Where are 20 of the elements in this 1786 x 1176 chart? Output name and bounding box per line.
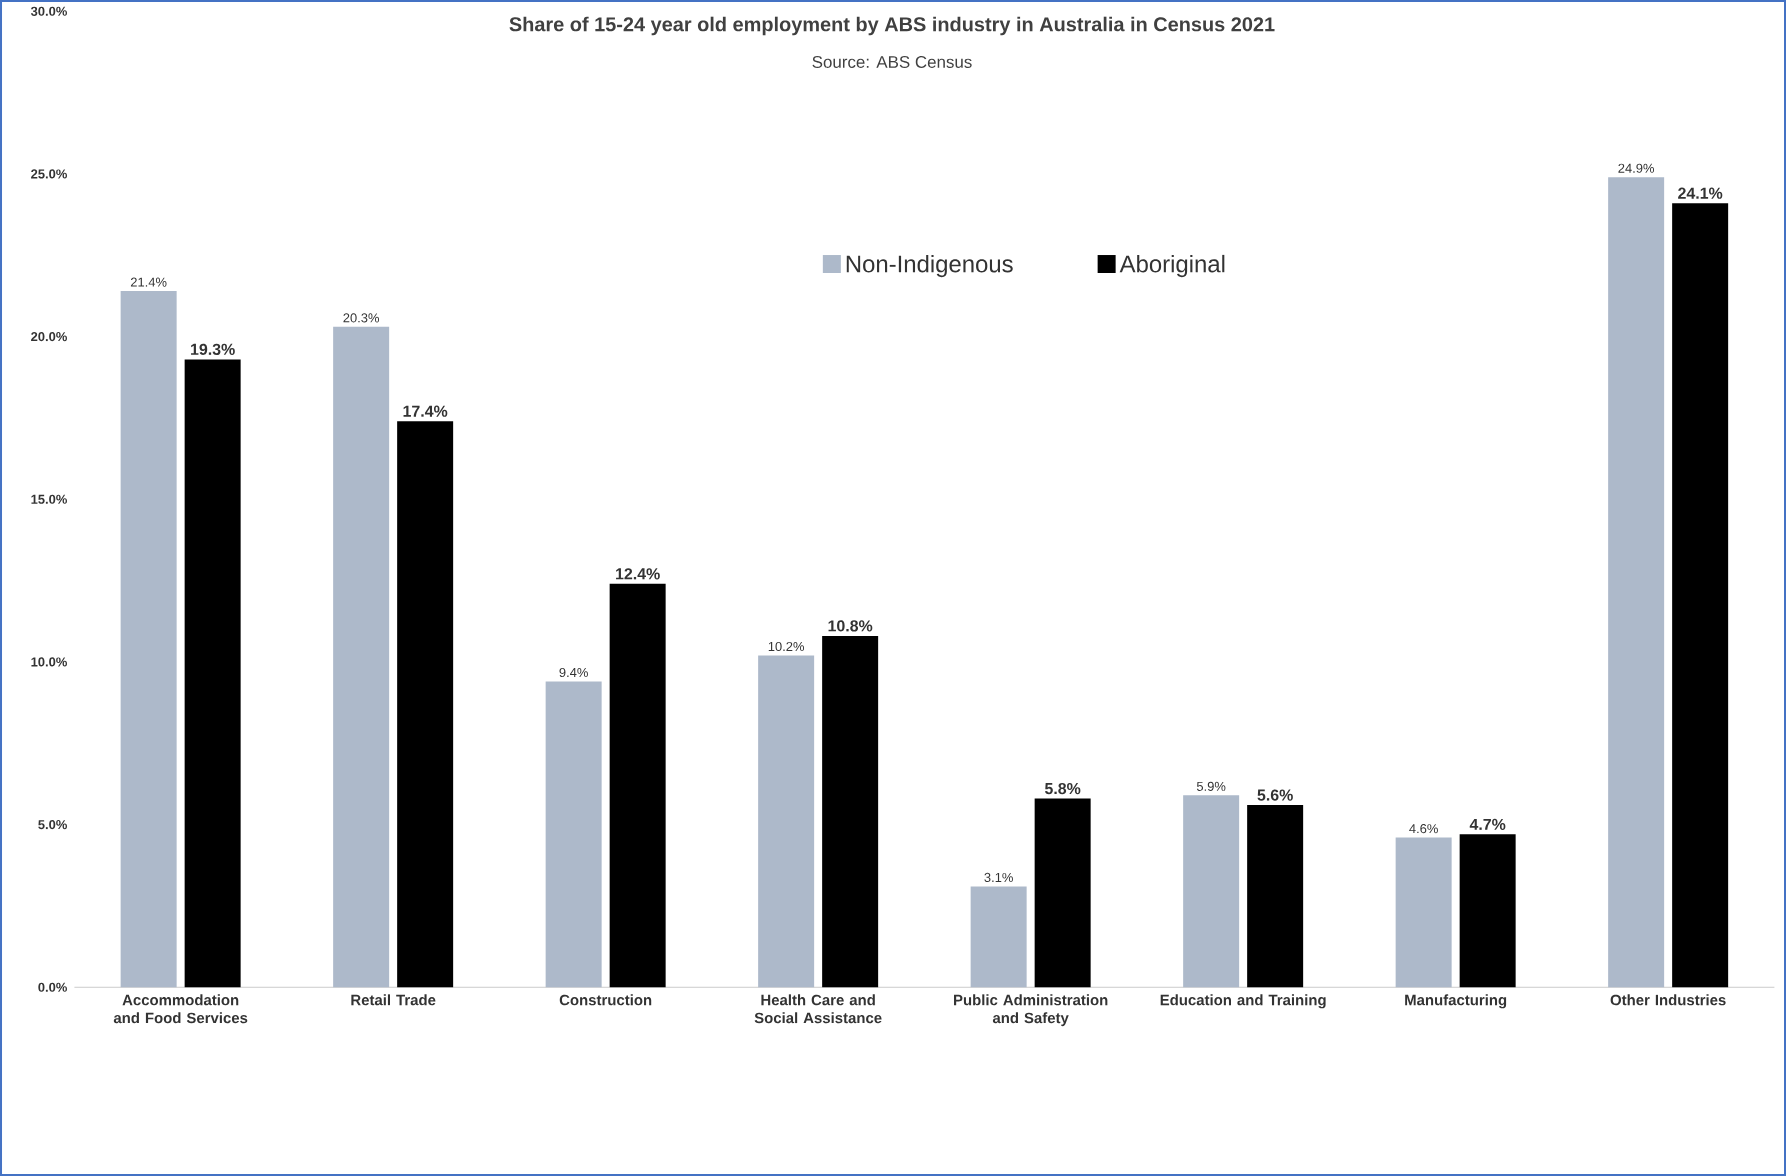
bar [822,635,879,988]
text: Source: ABS Census [812,55,972,68]
bar [1247,805,1304,988]
bar [545,681,602,988]
bar [1459,834,1516,988]
bar [1395,837,1452,988]
bar [970,886,1027,988]
bar [184,359,241,988]
legend-label: Aboriginal [1119,254,1225,278]
bar [333,326,390,988]
chart-title: Share of 15-24 year old employment by ABS industry in Australia in Census 2021 [509,16,1275,36]
bar [609,583,666,988]
bar [758,655,815,988]
bar [1183,795,1240,988]
bar [1034,798,1091,988]
bar [120,291,177,988]
bar [1672,203,1729,988]
bar [397,421,454,988]
legend-label: Non-Indigenous [846,254,1013,278]
bar [1608,177,1665,988]
